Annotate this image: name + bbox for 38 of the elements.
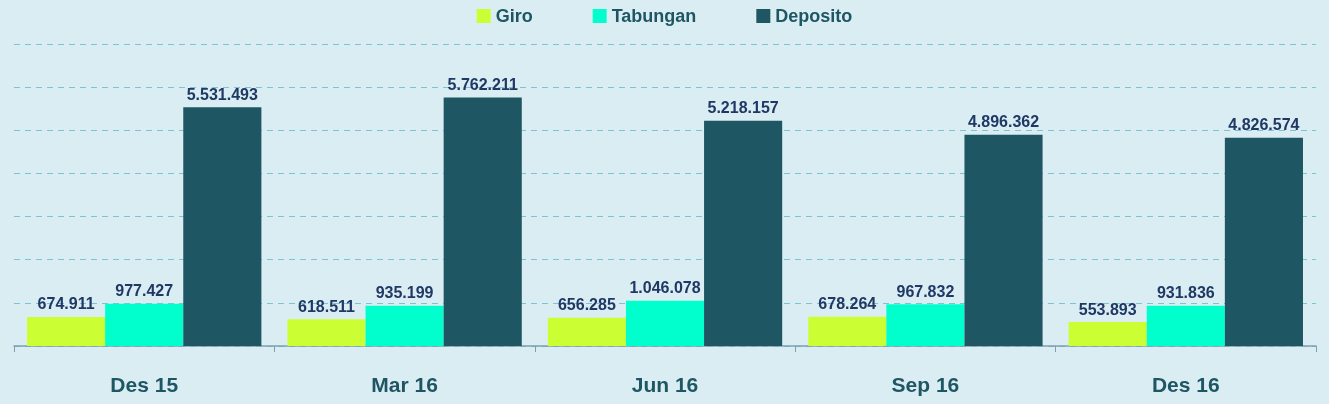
x-tick-label: Mar 16 xyxy=(371,373,438,396)
data-label: 977.427 xyxy=(115,282,174,300)
bar xyxy=(287,319,366,346)
bar xyxy=(1224,137,1303,346)
data-label: 5.762.211 xyxy=(447,75,518,93)
data-label: 553.893 xyxy=(1078,300,1137,318)
bar xyxy=(808,316,887,346)
bar xyxy=(625,300,705,346)
data-label: 5.218.157 xyxy=(707,99,779,117)
data-label: 618.511 xyxy=(298,297,356,315)
data-label: 4.896.362 xyxy=(967,113,1040,131)
bar xyxy=(1146,305,1225,346)
bar xyxy=(547,317,626,346)
data-label: 674.911 xyxy=(37,295,95,313)
bar xyxy=(1068,322,1147,346)
data-label: 5.531.493 xyxy=(186,85,259,103)
bar xyxy=(365,305,444,346)
x-tick-label: Sep 16 xyxy=(891,373,960,396)
x-tick-label: Jun 16 xyxy=(631,373,699,396)
bar xyxy=(704,120,783,346)
legend-label: Deposito xyxy=(775,6,853,26)
bar xyxy=(443,97,522,346)
data-label: 931.836 xyxy=(1156,284,1215,302)
data-label: 4.826.574 xyxy=(1228,116,1300,134)
legend-label: Giro xyxy=(495,6,533,26)
bar xyxy=(183,107,262,346)
x-tick-label: Des 16 xyxy=(1151,373,1220,396)
legend-label: Tabungan xyxy=(611,6,697,26)
data-label: 678.264 xyxy=(818,295,877,313)
bar xyxy=(105,303,184,346)
data-label: 656.285 xyxy=(557,296,616,314)
bar xyxy=(886,304,965,346)
data-label: 935.199 xyxy=(375,284,434,302)
data-label: 1.046.078 xyxy=(629,279,701,297)
x-tick-label: Des 15 xyxy=(110,373,179,396)
bar xyxy=(27,316,106,346)
data-label: 967.832 xyxy=(896,282,955,300)
bar xyxy=(964,134,1043,346)
